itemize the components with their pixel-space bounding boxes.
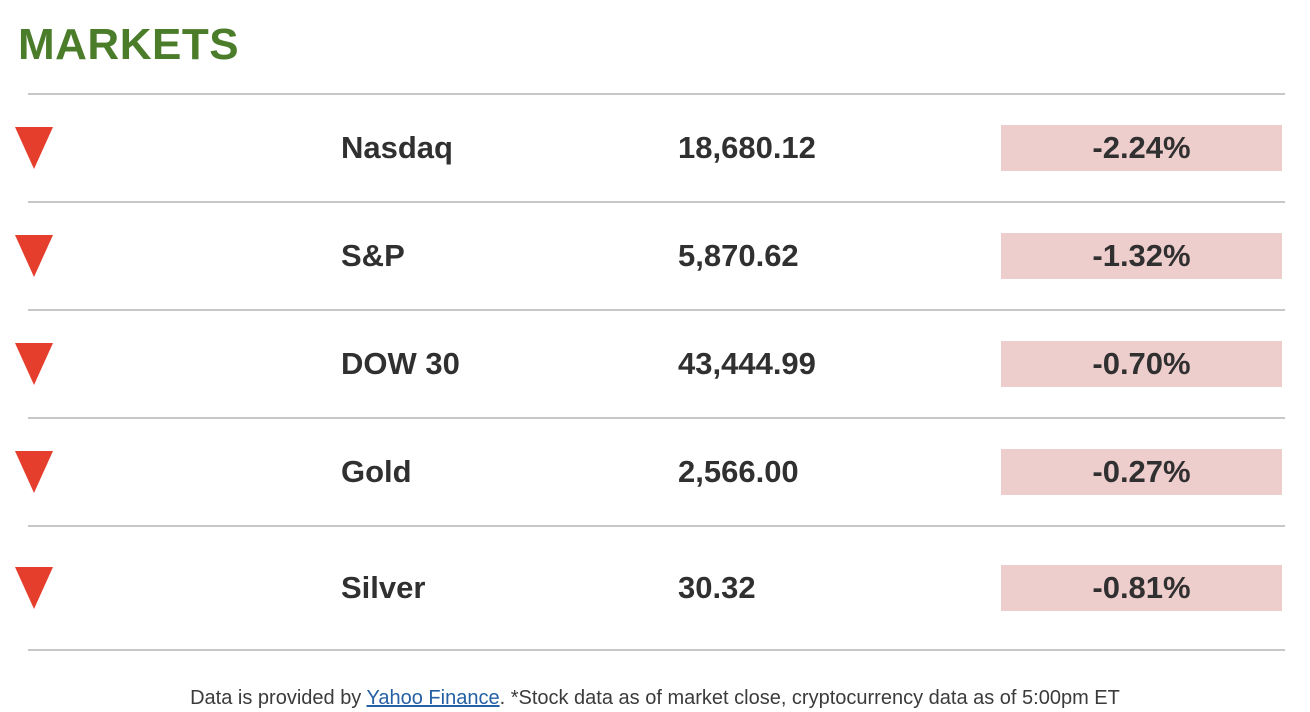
market-value: 30.32 (678, 570, 756, 606)
markets-widget: MARKETS Nasdaq 18,680.12 -2.24% S&P 5,87… (0, 20, 1310, 712)
market-row-sp: S&P 5,870.62 -1.32% (0, 203, 1310, 309)
market-value: 5,870.62 (678, 238, 799, 274)
divider (28, 417, 1285, 420)
down-arrow-icon (15, 451, 53, 494)
attribution-suffix: . *Stock data as of market close, crypto… (499, 687, 1120, 710)
divider (28, 525, 1285, 528)
market-change-badge: -0.27% (1001, 449, 1282, 496)
market-name: Gold (341, 454, 412, 490)
divider (28, 309, 1285, 312)
divider (28, 649, 1285, 652)
divider (28, 93, 1285, 96)
market-name: DOW 30 (341, 346, 460, 382)
yahoo-finance-link[interactable]: Yahoo Finance (366, 687, 500, 710)
down-arrow-icon (15, 235, 53, 278)
attribution-prefix: Data is provided by (190, 687, 367, 710)
market-row-silver: Silver 30.32 -0.81% (0, 527, 1310, 649)
market-change-badge: -0.81% (1001, 565, 1282, 612)
down-arrow-icon (15, 567, 53, 610)
market-name: Silver (341, 570, 426, 606)
market-change-badge: -2.24% (1001, 125, 1282, 172)
market-name: S&P (341, 238, 405, 274)
market-change-badge: -1.32% (1001, 233, 1282, 280)
market-value: 43,444.99 (678, 346, 816, 382)
page-title: MARKETS (18, 20, 240, 69)
market-change-badge: -0.70% (1001, 341, 1282, 388)
market-name: Nasdaq (341, 130, 453, 166)
market-row-nasdaq: Nasdaq 18,680.12 -2.24% (0, 95, 1310, 201)
down-arrow-icon (15, 127, 53, 170)
divider (28, 201, 1285, 204)
data-attribution: Data is provided by Yahoo Finance. *Stoc… (0, 687, 1310, 710)
market-value: 2,566.00 (678, 454, 799, 490)
down-arrow-icon (15, 343, 53, 386)
market-row-dow30: DOW 30 43,444.99 -0.70% (0, 311, 1310, 417)
market-row-gold: Gold 2,566.00 -0.27% (0, 419, 1310, 525)
market-value: 18,680.12 (678, 130, 816, 166)
